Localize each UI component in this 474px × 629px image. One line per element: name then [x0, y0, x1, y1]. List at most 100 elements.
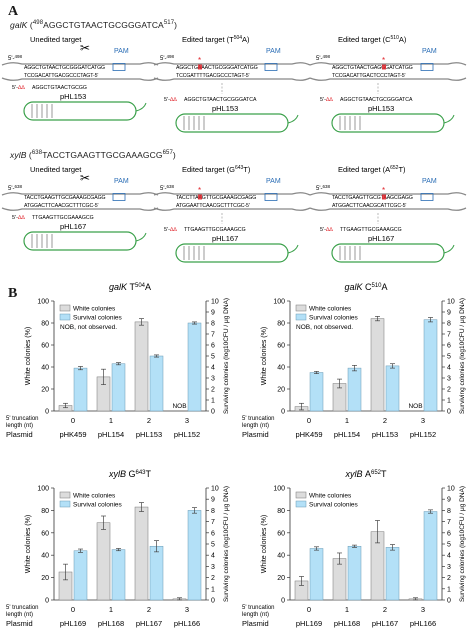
truncation-length-label: 2	[147, 605, 151, 614]
right-tick-label: 4	[211, 553, 215, 560]
right-tick-label: 6	[211, 343, 215, 350]
top-sequence: TACCTGAAGTTGCGAAAGCGAGG	[24, 195, 106, 201]
plasmid-label: pHL152	[410, 430, 436, 439]
right-tick-label: 7	[447, 519, 451, 526]
right-tick-label: 9	[447, 497, 451, 504]
right-tick-label: 1	[447, 586, 451, 593]
right-tick-label: 3	[447, 564, 451, 571]
galk-start-position: 498	[32, 20, 44, 27]
position-label: 5'-638	[160, 184, 174, 192]
truncation-length-label: 0	[71, 605, 75, 614]
pam-box	[264, 193, 278, 201]
right-tick-label: 4	[211, 365, 215, 372]
plasmid-label: pHL153	[60, 92, 86, 101]
position-label: 5'-638	[316, 184, 330, 192]
schematic-title: Edited target (G643T)	[182, 165, 251, 174]
truncation-length-label: 3	[421, 416, 425, 425]
scaffold-tail	[135, 102, 147, 112]
legend-nob-note: NOB, not observed.	[296, 324, 353, 331]
position-label: 5'-498	[160, 54, 174, 62]
truncation-length-label: 0	[307, 605, 311, 614]
galk-end-position: 517	[163, 20, 175, 27]
y-left-label: White colonies (%)	[261, 515, 268, 573]
y-left-label: White colonies (%)	[25, 515, 32, 573]
left-tick-label: 80	[277, 321, 285, 328]
top-sequence: AGGCTGTAACTGAGGGATCATGG	[332, 65, 413, 71]
dna-bottom-strand	[309, 207, 467, 211]
panel-a-label: A	[8, 4, 19, 19]
bottom-sequence: ATGGAATTCAACGCTTTCGC-5'	[176, 203, 250, 209]
left-tick-label: 60	[277, 530, 285, 537]
truncation-length-label: 1	[109, 605, 113, 614]
survival-colonies-bar	[423, 319, 438, 412]
right-tick-label: 10	[211, 486, 219, 493]
chart-title: xylB A652T	[344, 469, 387, 479]
plasmid-label: pHL153	[136, 430, 162, 439]
legend-white-swatch	[59, 304, 71, 312]
right-tick-label: 2	[447, 575, 451, 582]
left-tick-label: 0	[281, 409, 285, 416]
chart-1: galK C510A020406080100012345678910White …	[242, 282, 466, 439]
truncation-length-label: 3	[185, 416, 189, 425]
dna-bottom-strand	[1, 207, 159, 211]
right-tick-label: 6	[447, 343, 451, 350]
pam-box	[264, 63, 278, 71]
truncation-length-label: 2	[383, 605, 387, 614]
bottom-sequence: TCCGACATTGACGCCCTAGT-5'	[24, 73, 98, 79]
bottom-sequence: TCCGATTTTGACGCCCTAGT-5'	[176, 73, 250, 79]
right-tick-label: 1	[211, 398, 215, 405]
legend-survival-swatch	[59, 500, 71, 508]
pam-label: PAM	[114, 178, 129, 185]
truncation-row-label: 5' truncation length (nt)	[242, 416, 275, 429]
truncation-length-label: 1	[109, 416, 113, 425]
right-tick-label: 2	[211, 575, 215, 582]
schematic-galK-0: Unedited target✂ PAM5'-498AGGCTGTAACTGCGG…	[1, 35, 159, 121]
survival-colonies-bar	[111, 363, 126, 412]
dna-bottom-strand	[153, 77, 311, 81]
xylb-gene-name: xylB	[10, 150, 27, 160]
legend-survival-label: Survival colonies	[309, 315, 359, 322]
schematic-title: Edited target (C510A)	[338, 35, 407, 44]
schematic-title: Unedited target	[30, 35, 82, 44]
legend-survival-label: Survival colonies	[309, 502, 359, 509]
left-tick-label: 60	[41, 343, 49, 350]
chart-2: xylB G643T020406080100012345678910White …	[6, 469, 230, 628]
left-tick-label: 40	[41, 365, 49, 372]
scissors-icon: ✂	[80, 171, 90, 185]
plasmid-label: pHL154	[98, 430, 124, 439]
right-tick-label: 5	[211, 542, 215, 549]
mismatch-base	[382, 64, 386, 70]
truncation-length-label: 2	[147, 416, 151, 425]
galk-gene-name: galK	[10, 20, 28, 30]
dna-top-strand	[309, 62, 467, 66]
schematic-title: Edited target (A652T)	[338, 165, 406, 174]
truncation-row-label: 5' truncation length (nt)	[6, 416, 39, 429]
xylb-start-position: 638	[31, 150, 43, 157]
xylb-target-sequence: TACCTGAAGTTGCGAAAGCG	[42, 150, 163, 160]
legend-survival-label: Survival colonies	[73, 502, 123, 509]
pam-label: PAM	[266, 178, 281, 185]
dna-bottom-strand	[309, 77, 467, 81]
galk-target-sequence: AGGCTGTAACTGCGGGATCA	[43, 20, 164, 30]
left-tick-label: 60	[277, 343, 285, 350]
legend-nob-note: NOB, not observed.	[60, 324, 117, 331]
white-colonies-bar	[134, 321, 149, 412]
pam-label: PAM	[422, 178, 437, 185]
plasmid-row-label: Plasmid	[6, 430, 33, 439]
legend-white-swatch	[59, 491, 71, 499]
galk-target-header: galK (498AGGCTGTAACTGCGGGATCA517)	[10, 20, 178, 30]
top-sequence: TACCTGAAGTTGCGTAAGCGAGG	[332, 195, 413, 201]
legend-survival-swatch	[59, 313, 71, 321]
right-tick-label: 10	[447, 486, 455, 493]
dna-top-strand	[153, 62, 311, 66]
scaffold-tail	[443, 244, 455, 254]
plasmid-label: pHL153	[368, 104, 394, 113]
right-tick-label: 0	[211, 598, 215, 605]
schematic-galK-1: Edited target (T504A) PAM 5'-498AGGCTGAAAC…	[153, 35, 311, 133]
survival-colonies-bar	[73, 367, 88, 412]
chart-3: xylB A652T020406080100012345678910White …	[242, 469, 466, 628]
chart-title: galK C510A	[344, 282, 387, 292]
legend-white-label: White colonies	[309, 493, 352, 500]
legend-white-swatch	[295, 491, 307, 499]
y-left-label: White colonies (%)	[25, 327, 32, 385]
